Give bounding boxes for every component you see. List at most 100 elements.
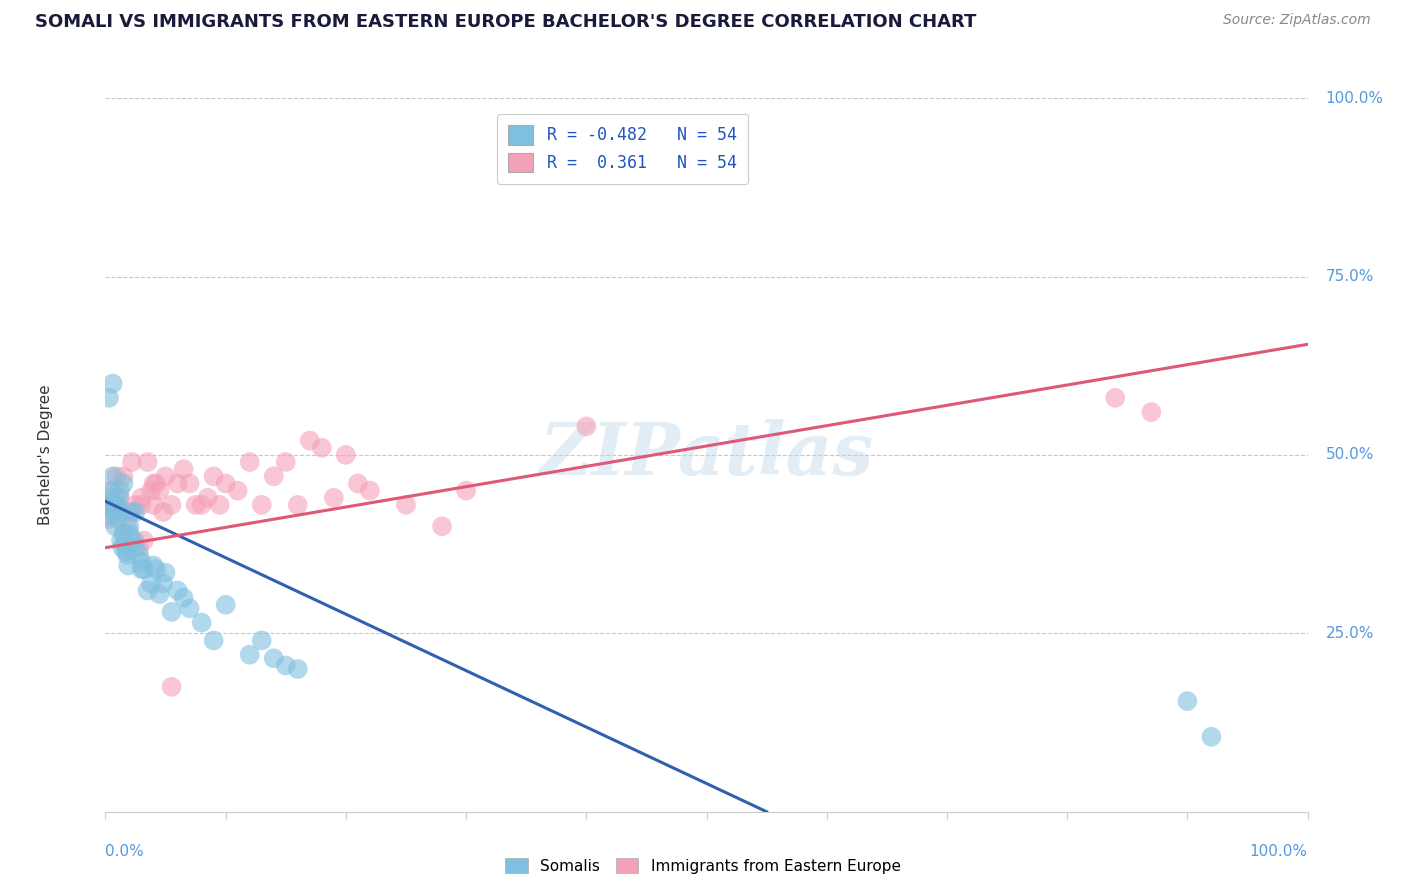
Point — [335, 448, 357, 462]
Point — [250, 633, 273, 648]
Point — [1140, 405, 1163, 419]
Point — [98, 512, 121, 526]
Point — [142, 558, 165, 573]
Point — [239, 648, 262, 662]
Point — [101, 469, 124, 483]
Point — [112, 526, 135, 541]
Point — [322, 491, 344, 505]
Point — [108, 505, 131, 519]
Point — [214, 598, 236, 612]
Point — [263, 469, 285, 483]
Point — [115, 544, 138, 558]
Point — [152, 576, 174, 591]
Point — [287, 662, 309, 676]
Point — [110, 533, 132, 548]
Point — [124, 533, 146, 548]
Point — [263, 651, 285, 665]
Point — [152, 505, 174, 519]
Point — [287, 498, 309, 512]
Point — [98, 391, 121, 405]
Point — [98, 508, 121, 523]
Text: 0.0%: 0.0% — [105, 844, 145, 859]
Point — [173, 591, 195, 605]
Point — [197, 491, 219, 505]
Point — [105, 498, 128, 512]
Point — [160, 498, 183, 512]
Point — [105, 498, 128, 512]
Point — [250, 498, 273, 512]
Point — [214, 476, 236, 491]
Point — [112, 469, 135, 483]
Point — [179, 601, 201, 615]
Text: 75.0%: 75.0% — [1326, 269, 1374, 284]
Point — [395, 498, 418, 512]
Point — [190, 615, 212, 630]
Point — [160, 605, 183, 619]
Point — [226, 483, 249, 498]
Point — [454, 483, 477, 498]
Text: 25.0%: 25.0% — [1326, 626, 1374, 640]
Point — [112, 526, 135, 541]
Text: Source: ZipAtlas.com: Source: ZipAtlas.com — [1223, 13, 1371, 28]
Point — [132, 533, 155, 548]
Point — [112, 476, 135, 491]
Point — [121, 533, 143, 548]
Point — [115, 519, 138, 533]
Point — [155, 469, 177, 483]
Point — [111, 541, 134, 555]
Point — [359, 483, 381, 498]
Point — [148, 587, 170, 601]
Point — [430, 519, 453, 533]
Point — [118, 519, 141, 533]
Legend: Somalis, Immigrants from Eastern Europe: Somalis, Immigrants from Eastern Europe — [499, 852, 907, 880]
Point — [202, 633, 225, 648]
Point — [311, 441, 333, 455]
Point — [117, 558, 139, 573]
Point — [121, 505, 143, 519]
Point — [124, 505, 146, 519]
Point — [124, 541, 146, 555]
Point — [105, 498, 128, 512]
Point — [239, 455, 262, 469]
Point — [114, 537, 136, 551]
Point — [104, 519, 127, 533]
Text: SOMALI VS IMMIGRANTS FROM EASTERN EUROPE BACHELOR'S DEGREE CORRELATION CHART: SOMALI VS IMMIGRANTS FROM EASTERN EUROPE… — [35, 13, 977, 31]
Point — [131, 498, 153, 512]
Point — [575, 419, 598, 434]
Text: Bachelor's Degree: Bachelor's Degree — [38, 384, 53, 525]
Point — [101, 498, 124, 512]
Point — [184, 498, 207, 512]
Point — [139, 483, 162, 498]
Point — [155, 566, 177, 580]
Text: ZIPatlas: ZIPatlas — [540, 419, 873, 491]
Point — [166, 583, 188, 598]
Point — [100, 483, 122, 498]
Point — [107, 512, 129, 526]
Point — [1175, 694, 1198, 708]
Point — [131, 555, 153, 569]
Point — [115, 548, 138, 562]
Point — [142, 498, 165, 512]
Point — [97, 498, 120, 512]
Point — [347, 476, 370, 491]
Point — [103, 505, 125, 519]
Point — [136, 455, 159, 469]
Point — [124, 498, 146, 512]
Point — [101, 376, 124, 391]
Point — [131, 491, 153, 505]
Text: 50.0%: 50.0% — [1326, 448, 1374, 462]
Point — [118, 505, 141, 519]
Point — [108, 491, 131, 505]
Point — [128, 548, 150, 562]
Point — [121, 455, 143, 469]
Point — [108, 483, 131, 498]
Point — [105, 469, 128, 483]
Point — [1104, 391, 1126, 405]
Point — [274, 658, 297, 673]
Point — [101, 483, 124, 498]
Point — [179, 476, 201, 491]
Point — [190, 498, 212, 512]
Point — [132, 562, 155, 576]
Point — [98, 491, 121, 505]
Point — [166, 476, 188, 491]
